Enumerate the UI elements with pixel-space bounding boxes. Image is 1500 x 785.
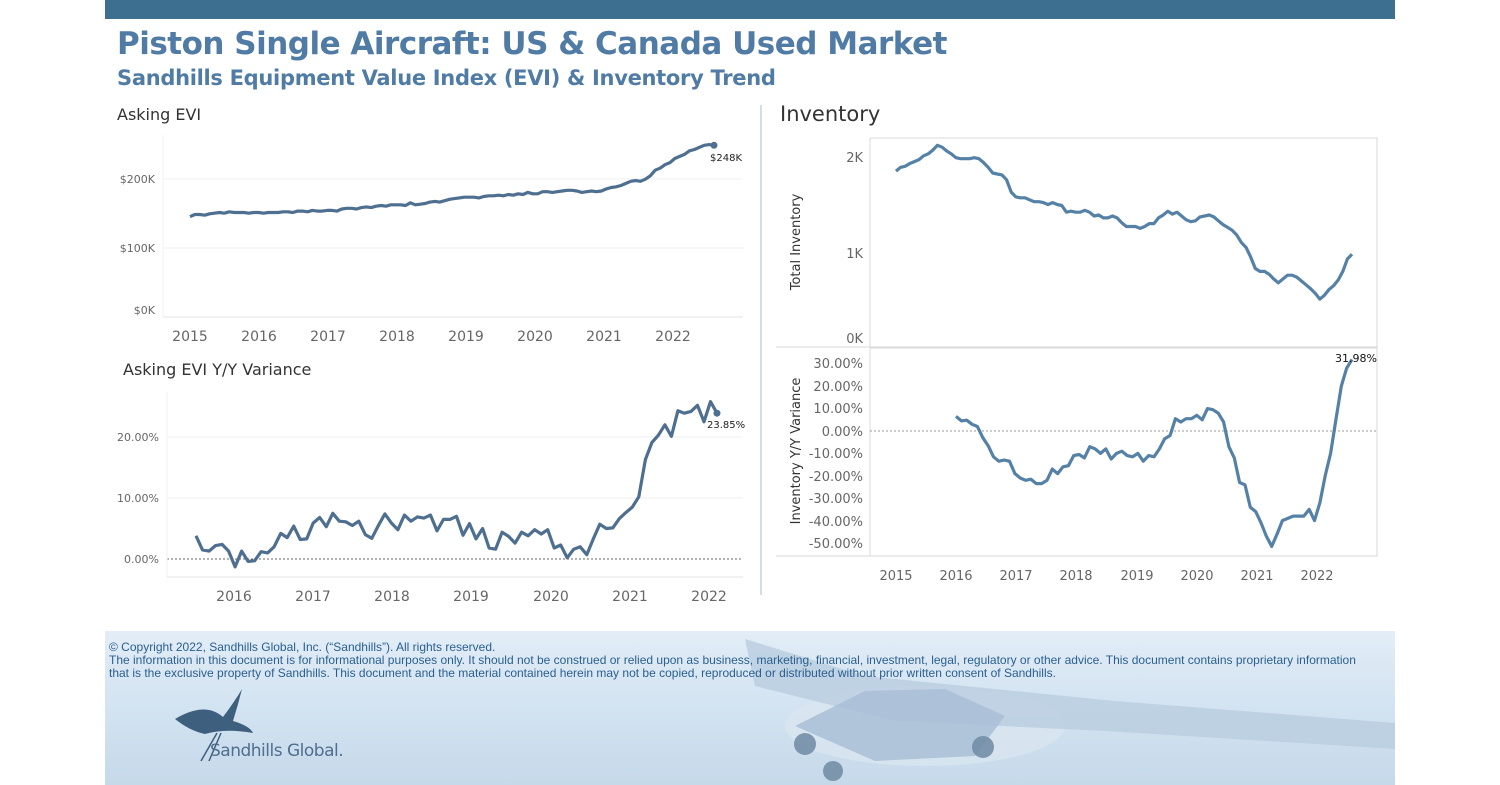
y-tick-label: 20.00% xyxy=(813,380,863,395)
inventory-yoy-end-label: 31.98% xyxy=(1335,352,1377,365)
asking-evi-yoy-end-point xyxy=(713,409,721,417)
asking-evi-yoy-end-label: 23.85% xyxy=(707,420,745,431)
x-tick-label: 2016 xyxy=(216,589,252,605)
airplane-photo-illustration xyxy=(175,639,1395,781)
x-tick-label: 2019 xyxy=(1120,569,1153,584)
x-tick-label: 2018 xyxy=(374,589,410,605)
copyright-text: © Copyright 2022, Sandhills Global, Inc.… xyxy=(109,640,496,654)
y-axis-title: Total Inventory xyxy=(789,193,804,291)
airplane-wheel xyxy=(794,733,816,755)
x-tick-label: 2022 xyxy=(691,589,727,605)
x-tick-label: 2021 xyxy=(1240,569,1273,584)
x-tick-label: 2015 xyxy=(172,329,208,345)
y-tick-label: 0.00% xyxy=(124,553,159,566)
x-tick-label: 2020 xyxy=(533,589,569,605)
inventory-plot-frame xyxy=(869,137,1378,348)
y-tick-label: 2K xyxy=(846,151,863,166)
asking-evi-end-point xyxy=(710,141,718,149)
airplane-wheel xyxy=(972,736,994,758)
panel-divider xyxy=(760,105,762,595)
logo-wordmark: Sandhills Global. xyxy=(210,741,344,761)
asking-evi-end-label: $248K xyxy=(710,153,742,164)
x-tick-label: 2018 xyxy=(379,329,415,345)
y-tick-label: 1K xyxy=(846,247,863,262)
y-tick-label: 20.00% xyxy=(117,431,159,444)
y-tick-label: 0.00% xyxy=(822,425,863,440)
x-tick-label: 2020 xyxy=(517,329,553,345)
y-tick-label: -10.00% xyxy=(809,447,863,462)
asking-evi-title: Asking EVI xyxy=(117,105,201,124)
y-tick-label: 30.00% xyxy=(813,357,863,372)
x-tick-label: 2018 xyxy=(1059,569,1092,584)
x-tick-label: 2019 xyxy=(453,589,489,605)
page-subtitle: Sandhills Equipment Value Index (EVI) & … xyxy=(117,66,776,90)
asking-evi-yoy-series-line xyxy=(194,400,719,569)
asking-evi-yoy-chart: Asking EVI Y/Y Variance 20.00% 10.00% 0.… xyxy=(117,360,745,605)
x-tick-label: 2022 xyxy=(655,329,691,345)
inventory-series-line xyxy=(894,143,1354,301)
airplane-wheel xyxy=(823,761,843,781)
y-tick-label: 0K xyxy=(846,332,863,347)
logo-crane-icon xyxy=(175,689,253,734)
y-tick-label: $0K xyxy=(134,304,156,317)
y-tick-label: -20.00% xyxy=(809,470,863,485)
x-tick-label: 2017 xyxy=(295,589,331,605)
x-tick-label: 2019 xyxy=(448,329,484,345)
inventory-yoy-series-line xyxy=(954,358,1354,549)
footer-banner: © Copyright 2022, Sandhills Global, Inc.… xyxy=(105,631,1395,785)
charts-canvas: Asking EVI $200K $100K $0K 2015 2016 201… xyxy=(117,102,1378,605)
asking-evi-chart: Asking EVI $200K $100K $0K 2015 2016 201… xyxy=(117,105,743,345)
y-axis-title: Inventory Y/Y Variance xyxy=(789,378,804,525)
y-tick-label: -30.00% xyxy=(809,492,863,507)
x-tick-label: 2021 xyxy=(612,589,648,605)
y-tick-label: 10.00% xyxy=(813,402,863,417)
asking-evi-yoy-title: Asking EVI Y/Y Variance xyxy=(123,360,311,379)
asking-evi-series-line xyxy=(189,143,715,219)
x-tick-label: 2022 xyxy=(1300,569,1333,584)
x-tick-label: 2020 xyxy=(1180,569,1213,584)
disclaimer-text: The information in this document is for … xyxy=(109,653,1356,680)
inventory-yoy-chart: 30.00% 20.00% 10.00% 0.00% -10.00% -20.0… xyxy=(776,347,1378,584)
y-tick-label: $200K xyxy=(120,173,156,186)
top-accent-bar xyxy=(105,0,1395,19)
y-tick-label: -50.00% xyxy=(809,537,863,552)
x-tick-label: 2016 xyxy=(939,569,972,584)
airplane-fuselage xyxy=(795,689,1005,761)
inventory-chart: Inventory 2K 1K 0K Total Inventory xyxy=(776,102,1378,348)
inventory-title: Inventory xyxy=(780,102,880,126)
x-tick-label: 2017 xyxy=(310,329,346,345)
y-tick-label: 10.00% xyxy=(117,492,159,505)
x-tick-label: 2016 xyxy=(241,329,277,345)
x-tick-label: 2015 xyxy=(879,569,912,584)
page-title: Piston Single Aircraft: US & Canada Used… xyxy=(117,26,947,62)
y-tick-label: -40.00% xyxy=(809,515,863,530)
x-tick-label: 2021 xyxy=(586,329,622,345)
x-tick-label: 2017 xyxy=(999,569,1032,584)
y-tick-label: $100K xyxy=(120,242,156,255)
